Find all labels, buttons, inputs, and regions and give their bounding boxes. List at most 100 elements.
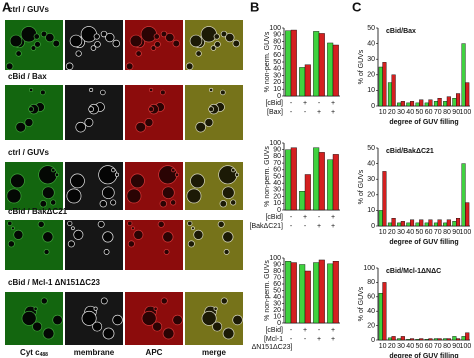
vesicle xyxy=(171,167,176,173)
condition-mark: + xyxy=(331,214,335,221)
bar xyxy=(410,338,415,341)
y-tick-label: 30 xyxy=(273,187,281,194)
x-tick-label: 50 xyxy=(416,109,424,116)
y-tick-label: 90 xyxy=(273,261,281,268)
vesicle xyxy=(162,186,175,200)
x-tick-label: 30 xyxy=(397,109,405,116)
bar xyxy=(424,222,429,227)
bar xyxy=(290,29,297,97)
y-tick-label: 0 xyxy=(277,93,281,100)
vesicle xyxy=(201,310,217,326)
condition-mark: + xyxy=(317,336,321,343)
y-tick-label: 20 xyxy=(367,192,375,199)
y-tick-label: 50 xyxy=(367,145,375,152)
condition-mark: + xyxy=(331,223,335,230)
bar xyxy=(461,43,466,107)
vesicle xyxy=(94,41,101,48)
vesicle xyxy=(89,87,94,93)
bar xyxy=(437,338,442,341)
vesicle xyxy=(81,310,97,326)
vesicle xyxy=(33,33,40,40)
condition-mark: - xyxy=(290,327,293,334)
y-tick-label: 20 xyxy=(273,79,281,86)
vesicle xyxy=(40,297,48,305)
condition-mark: - xyxy=(318,214,321,221)
bar xyxy=(327,263,334,324)
bar xyxy=(299,67,306,97)
bar xyxy=(378,293,383,341)
bar xyxy=(313,262,320,324)
condition-label: [Mcl-1 xyxy=(264,336,283,343)
vesicle xyxy=(93,33,100,40)
vesicle xyxy=(69,34,83,48)
bar xyxy=(400,221,405,227)
bar xyxy=(391,336,396,341)
bar xyxy=(406,339,411,341)
bar xyxy=(391,74,396,107)
vesicle xyxy=(71,226,75,231)
bar xyxy=(410,219,415,227)
bar xyxy=(456,338,461,341)
condition-mark: + xyxy=(331,336,335,343)
chart-title: cBid/BakΔC21 xyxy=(386,148,434,155)
bar xyxy=(382,282,387,341)
vesicle xyxy=(67,220,73,227)
vesicle xyxy=(100,297,108,305)
column-label-text: membrane xyxy=(74,348,115,357)
y-tick-label: 80 xyxy=(367,279,375,286)
vesicle xyxy=(126,188,142,204)
vesicle xyxy=(214,41,221,48)
vesicle xyxy=(144,118,154,127)
vesicle xyxy=(210,45,217,51)
bar xyxy=(318,259,325,324)
vesicle xyxy=(100,89,106,96)
vesicle xyxy=(93,306,98,311)
x-tick-label: 30 xyxy=(397,229,405,236)
vesicle xyxy=(133,229,144,240)
vesicle xyxy=(15,121,26,133)
y-tick-label: 70 xyxy=(273,160,281,167)
vesicle xyxy=(70,173,85,189)
x-tick-label: 10 xyxy=(379,109,387,116)
vesicle xyxy=(112,39,121,48)
y-axis-label: % of GUVs xyxy=(358,49,365,84)
vesicle xyxy=(102,327,115,340)
column-label: Cyt c488 xyxy=(20,348,48,358)
bar xyxy=(428,99,433,107)
y-tick-label: 20 xyxy=(367,322,375,329)
x-tick-label: 100 xyxy=(460,109,472,116)
bar xyxy=(415,102,420,107)
x-tick-label: 90 xyxy=(452,343,460,350)
y-tick-label: 20 xyxy=(273,193,281,200)
condition-sub: ΔN151ΔC23] xyxy=(252,344,293,351)
column-label-text: APC xyxy=(146,348,163,357)
bar xyxy=(382,62,387,107)
bar xyxy=(465,202,470,227)
condition-mark: - xyxy=(304,336,307,343)
condition-mark: - xyxy=(290,109,293,116)
bar xyxy=(290,262,297,324)
y-tick-label: 100 xyxy=(363,265,375,272)
bar xyxy=(452,221,457,227)
bar xyxy=(397,102,402,107)
vesicle xyxy=(130,173,145,189)
y-axis-label: % non-perm. GUVs xyxy=(264,146,271,207)
condition-mark: - xyxy=(290,214,293,221)
bar xyxy=(382,171,387,227)
vesicle xyxy=(42,327,55,340)
x-tick-label: 70 xyxy=(434,343,442,350)
vesicle xyxy=(213,33,220,40)
condition-mark: + xyxy=(317,223,321,230)
vesicle xyxy=(75,121,86,133)
vesicle xyxy=(88,106,95,113)
y-tick-label: 100 xyxy=(269,25,281,32)
vesicle xyxy=(5,62,14,71)
vesicle xyxy=(105,32,115,43)
y-tick-label: 90 xyxy=(273,147,281,154)
bar xyxy=(456,217,461,227)
bar xyxy=(332,154,339,211)
vesicle xyxy=(32,321,43,332)
bar xyxy=(461,163,466,227)
vesicle xyxy=(209,87,214,93)
